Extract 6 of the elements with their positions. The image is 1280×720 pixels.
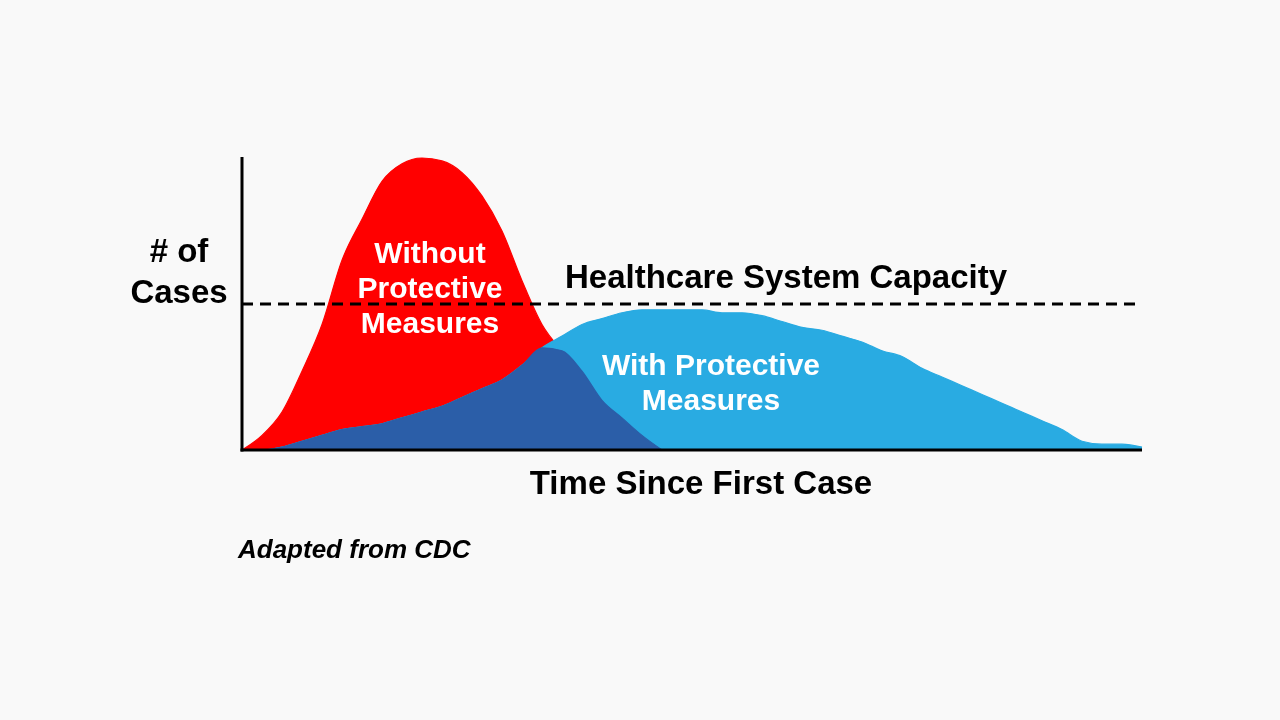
ref-line-label: Healthcare System Capacity	[565, 258, 1008, 295]
series-label: Without Protective Measures	[357, 236, 503, 339]
y-axis-title: # of Cases	[130, 232, 228, 310]
text: Adapted from CDC	[237, 534, 472, 564]
x-axis-title: Time Since First Case	[529, 464, 873, 501]
series-label: With Protective Measures	[601, 348, 821, 416]
